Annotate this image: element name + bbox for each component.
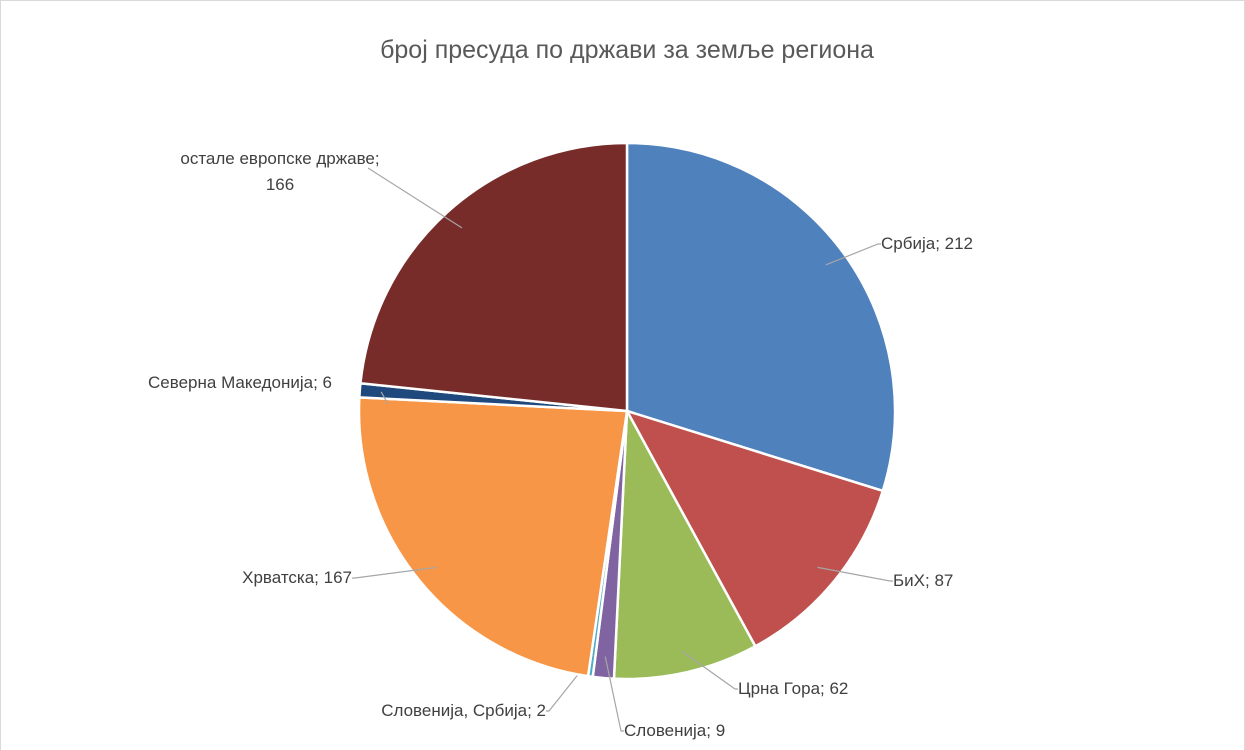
pie-slice: [612, 406, 758, 681]
pie-slice: [359, 141, 629, 413]
data-label: Србија; 212: [881, 234, 974, 253]
pie-slice: [357, 396, 629, 678]
leader-line: [817, 566, 893, 582]
leader-line: [604, 656, 624, 732]
data-label: Црна Гора; 62: [738, 679, 849, 698]
chart-title: број пресуда по држави за земље региона: [380, 36, 874, 64]
data-label: остале европске државе; 166: [180, 149, 380, 194]
leader-line: [825, 243, 881, 266]
data-label: БиХ; 87: [893, 571, 954, 590]
data-label: Северна Македонија; 6: [148, 373, 332, 392]
pie-slice: [625, 141, 897, 493]
leader-line: [681, 650, 738, 690]
data-label: Словенија; 9: [624, 721, 726, 740]
data-label: Хрватска; 167: [242, 568, 352, 587]
leader-line: [380, 391, 389, 405]
leader-line: [352, 566, 437, 579]
leader-line: [367, 167, 463, 229]
data-label: Словенија, Србија; 2: [381, 701, 546, 720]
pie-slice: [624, 408, 885, 648]
